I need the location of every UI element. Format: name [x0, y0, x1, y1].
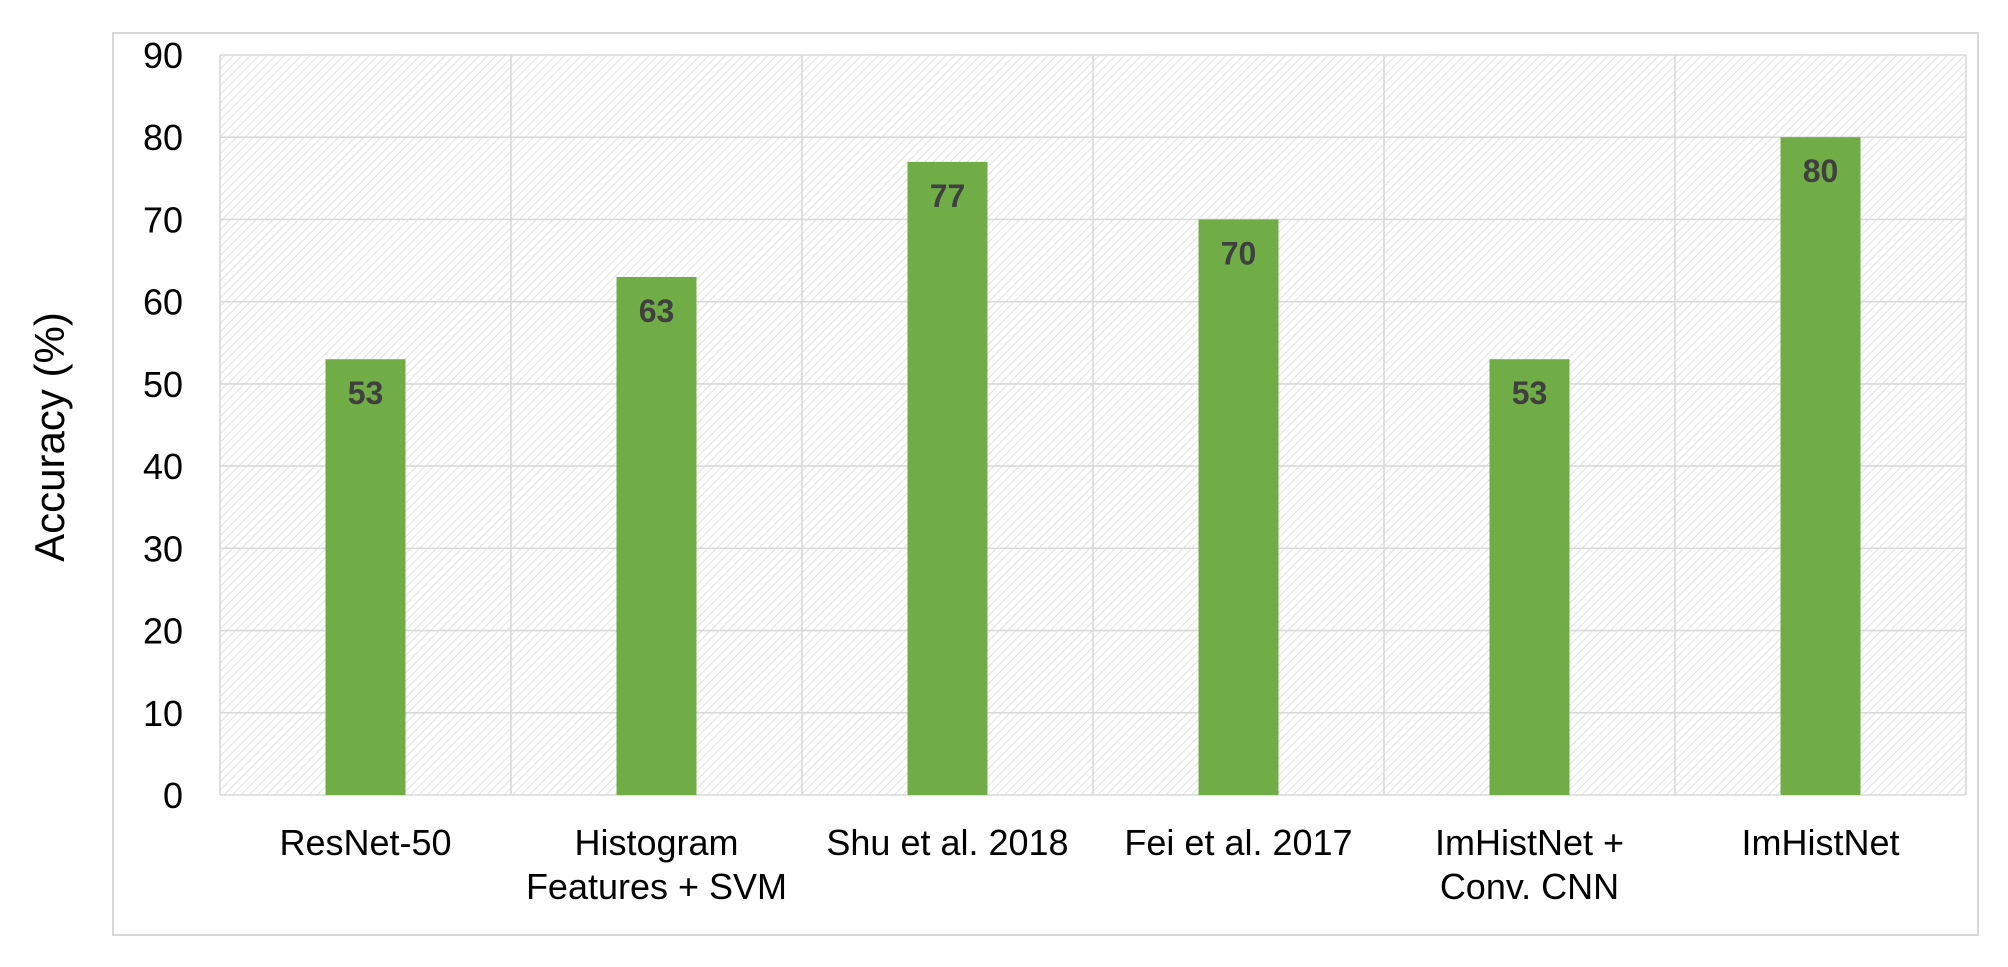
- bar: [1780, 137, 1861, 795]
- y-tick-label: 0: [163, 775, 183, 816]
- data-labels: 53 63 77 70 53 80: [348, 153, 1839, 411]
- x-tick-label: Fei et al. 2017: [1124, 822, 1352, 863]
- bar: [907, 161, 988, 795]
- y-axis-ticks: 0 10 20 30 40 50 60 70 80 90: [143, 35, 183, 816]
- y-tick-label: 30: [143, 528, 183, 569]
- x-tick-label: ImHistNet +: [1435, 822, 1624, 863]
- bar: [325, 359, 406, 795]
- y-tick-label: 70: [143, 199, 183, 240]
- y-tick-label: 60: [143, 282, 183, 323]
- y-tick-label: 80: [143, 117, 183, 158]
- y-tick-label: 40: [143, 446, 183, 487]
- y-axis-label: Accuracy (%): [26, 312, 73, 562]
- bar: [616, 277, 697, 795]
- data-label: 53: [348, 375, 384, 411]
- bars: [325, 137, 1861, 795]
- y-tick-label: 90: [143, 35, 183, 76]
- x-tick-label: Conv. CNN: [1440, 866, 1619, 907]
- bar: [1198, 219, 1279, 795]
- x-tick-label: Features + SVM: [526, 866, 787, 907]
- data-label: 77: [930, 178, 966, 214]
- data-label: 63: [639, 293, 675, 329]
- x-tick-label: Shu et al. 2018: [826, 822, 1068, 863]
- x-tick-label: ResNet-50: [279, 822, 451, 863]
- y-tick-label: 50: [143, 364, 183, 405]
- grid-lines: [219, 54, 1967, 796]
- y-tick-label: 10: [143, 693, 183, 734]
- data-label: 80: [1803, 153, 1839, 189]
- y-tick-label: 20: [143, 611, 183, 652]
- x-tick-label: Histogram: [574, 822, 738, 863]
- data-label: 70: [1221, 235, 1257, 271]
- bar: [1489, 359, 1570, 795]
- data-label: 53: [1512, 375, 1548, 411]
- x-tick-label: ImHistNet: [1741, 822, 1899, 863]
